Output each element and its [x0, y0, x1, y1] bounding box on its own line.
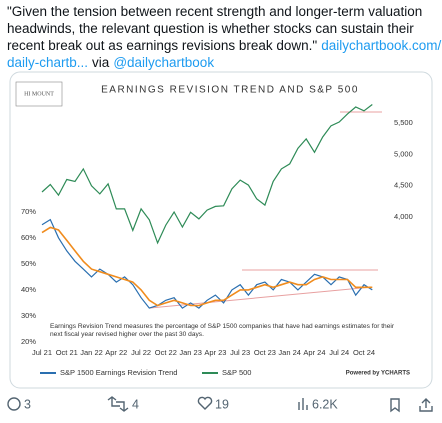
x-tick-label: Jul 23	[230, 348, 250, 357]
note: Earnings Revision Trend measures the per…	[50, 323, 395, 330]
x-tick-label: Apr 24	[303, 348, 325, 357]
repost-count: 4	[132, 397, 139, 411]
y-tick-label: 50%	[21, 259, 36, 268]
chart-card	[9, 71, 433, 389]
y-tick-label: 30%	[21, 311, 36, 320]
views-count: 6.2K	[312, 397, 338, 411]
logo-box	[15, 81, 63, 107]
x-tick-label: Oct 24	[353, 348, 375, 357]
x-tick-label: Oct 23	[254, 348, 276, 357]
y2-tick-label: 4,000	[394, 212, 413, 221]
views-icon[interactable]	[298, 398, 308, 410]
tweet-line: headwinds, the relevant question is whet…	[7, 21, 414, 36]
legend-label: S&P 1500 Earnings Revision Trend	[60, 368, 177, 377]
y-tick-label: 60%	[21, 233, 36, 242]
text: recent break out as earnings revisions b…	[7, 38, 317, 53]
text: headwinds, the relevant question is whet…	[7, 21, 414, 36]
x-tick-label: Jul 21	[32, 348, 52, 357]
y2-tick-label: 5,000	[394, 149, 413, 158]
tweet-line: daily-chartb... via @dailychartbook	[7, 55, 214, 70]
x-tick-label: Apr 23	[204, 348, 226, 357]
credit: Powered by YCHARTS	[346, 371, 410, 377]
tweet-text: "Given the tension between recent streng…	[7, 4, 442, 70]
x-tick-label: Jan 23	[179, 348, 202, 357]
y-tick-label: 20%	[21, 337, 36, 346]
x-tick-label: Jan 24	[278, 348, 301, 357]
text: via	[92, 55, 110, 70]
like-count: 19	[215, 397, 229, 411]
link[interactable]: @dailychartbook	[113, 55, 214, 70]
repost-icon[interactable]	[107, 396, 129, 412]
note: next fiscal year revised higher over the…	[50, 331, 204, 338]
link[interactable]: daily-chartb...	[7, 55, 88, 70]
tweet-line: recent break out as earnings revisions b…	[7, 38, 442, 53]
series-line	[41, 218, 373, 309]
plot: 20% 30% 40% 50% 60% 70% 4,000 4,500 5,000 5,500 Ju…	[21, 104, 413, 357]
link[interactable]: dailychartbook.com/p/	[321, 38, 442, 53]
chart-title: EARNINGS REVISION TREND AND S&P 500	[101, 85, 359, 96]
x-tick-label: Oct 22	[155, 348, 177, 357]
reply-icon[interactable]	[7, 397, 21, 411]
series-line	[41, 226, 373, 307]
y2-tick-label: 5,500	[394, 118, 413, 127]
x-tick-label: Apr 22	[105, 348, 127, 357]
x-tick-label: Jul 24	[329, 348, 349, 357]
legend-label: S&P 500	[222, 368, 251, 377]
like-icon[interactable]	[197, 396, 213, 410]
y-tick-label: 40%	[21, 285, 36, 294]
text: "Given the tension between recent streng…	[7, 4, 422, 19]
action-bar	[7, 396, 433, 413]
y2-tick-label: 4,500	[394, 181, 413, 190]
tweet-line: "Given the tension between recent streng…	[7, 4, 422, 19]
x-tick-label: Jan 22	[80, 348, 103, 357]
bookmark-icon[interactable]	[390, 398, 400, 413]
x-tick-label: Jul 22	[131, 348, 151, 357]
share-icon[interactable]	[419, 398, 433, 412]
y-tick-label: 70%	[21, 207, 36, 216]
series-line	[41, 104, 373, 245]
logo: HI MOUNT	[24, 91, 54, 97]
x-tick-label: Oct 21	[56, 348, 78, 357]
reply-count: 3	[24, 397, 31, 411]
